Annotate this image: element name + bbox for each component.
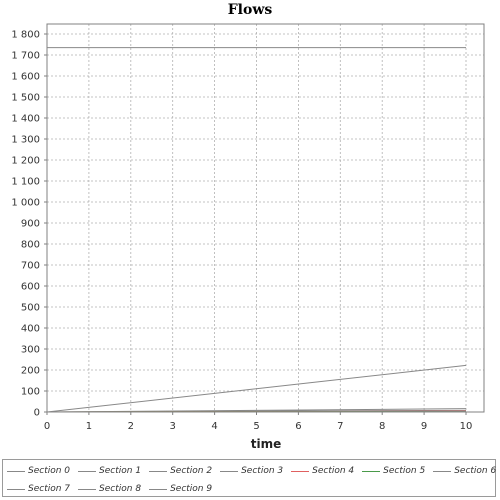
x-tick-label: 2 xyxy=(128,421,134,432)
legend-swatch xyxy=(220,471,238,472)
legend-swatch xyxy=(433,471,451,472)
legend-item: Section 5 xyxy=(358,466,425,476)
grid-lines xyxy=(47,24,484,412)
legend-label: Section 1 xyxy=(99,466,141,476)
legend-label: Section 6 xyxy=(454,466,496,476)
x-tick-label: 8 xyxy=(379,421,385,432)
x-tick-label: 4 xyxy=(211,421,217,432)
y-tick-label: 1 700 xyxy=(11,51,40,62)
legend-row-2: Section 7 Section 8 Section 9 xyxy=(3,481,216,497)
legend-row-1: Section 0 Section 1 Section 2 Section 3 Sect… xyxy=(3,463,500,479)
x-tick-label: 7 xyxy=(337,421,343,432)
x-tick-label: 0 xyxy=(44,421,50,432)
y-tick-label: 900 xyxy=(21,219,40,230)
x-axis-ticks: 0 1 2 3 4 5 6 7 8 9 10 xyxy=(44,412,473,432)
y-tick-label: 1 500 xyxy=(11,93,40,104)
legend-item: Section 7 xyxy=(3,484,70,494)
y-tick-label: 200 xyxy=(21,366,40,377)
x-tick-label: 9 xyxy=(421,421,427,432)
y-tick-label: 600 xyxy=(21,282,40,293)
x-tick-label: 6 xyxy=(295,421,301,432)
legend-label: Section 2 xyxy=(170,466,212,476)
y-tick-label: 100 xyxy=(21,387,40,398)
legend-item: Section 9 xyxy=(145,484,212,494)
y-tick-label: 0 xyxy=(34,408,40,419)
legend-swatch xyxy=(362,471,380,472)
legend-item: Section 1 xyxy=(74,466,141,476)
legend-item: Section 3 xyxy=(216,466,283,476)
legend: Section 0 Section 1 Section 2 Section 3 Sect… xyxy=(2,459,496,497)
legend-swatch xyxy=(7,489,25,490)
legend-swatch xyxy=(149,489,167,490)
y-tick-label: 1 000 xyxy=(11,198,40,209)
legend-swatch xyxy=(7,471,25,472)
legend-label: Section 8 xyxy=(99,484,141,494)
legend-item: Section 6 xyxy=(429,466,496,476)
legend-item: Section 4 xyxy=(287,466,354,476)
x-axis-label: time xyxy=(251,437,282,451)
legend-swatch xyxy=(291,471,309,472)
y-tick-label: 500 xyxy=(21,303,40,314)
y-tick-label: 400 xyxy=(21,324,40,335)
legend-label: Section 0 xyxy=(28,466,70,476)
legend-label: Section 4 xyxy=(312,466,354,476)
y-tick-label: 700 xyxy=(21,261,40,272)
y-tick-label: 1 100 xyxy=(11,177,40,188)
x-tick-label: 3 xyxy=(170,421,176,432)
x-tick-label: 5 xyxy=(253,421,259,432)
legend-label: Section 5 xyxy=(383,466,425,476)
y-tick-label: 1 800 xyxy=(11,30,40,41)
x-tick-label: 10 xyxy=(460,421,473,432)
legend-label: Section 9 xyxy=(170,484,212,494)
y-tick-label: 1 200 xyxy=(11,156,40,167)
legend-swatch xyxy=(149,471,167,472)
y-tick-label: 1 600 xyxy=(11,72,40,83)
y-axis-ticks: 0 100 200 300 400 500 600 700 800 900 1 000 1 100 1 … xyxy=(11,30,47,419)
legend-item: Section 0 xyxy=(3,466,70,476)
x-tick-label: 1 xyxy=(86,421,92,432)
legend-item: Section 2 xyxy=(145,466,212,476)
y-tick-label: 1 400 xyxy=(11,114,40,125)
y-tick-label: 1 300 xyxy=(11,135,40,146)
y-tick-label: 300 xyxy=(21,345,40,356)
legend-label: Section 3 xyxy=(241,466,283,476)
legend-swatch xyxy=(78,471,96,472)
legend-item: Section 8 xyxy=(74,484,141,494)
legend-swatch xyxy=(78,489,96,490)
y-tick-label: 800 xyxy=(21,240,40,251)
plot-area-frame xyxy=(47,24,484,412)
legend-label: Section 7 xyxy=(28,484,70,494)
